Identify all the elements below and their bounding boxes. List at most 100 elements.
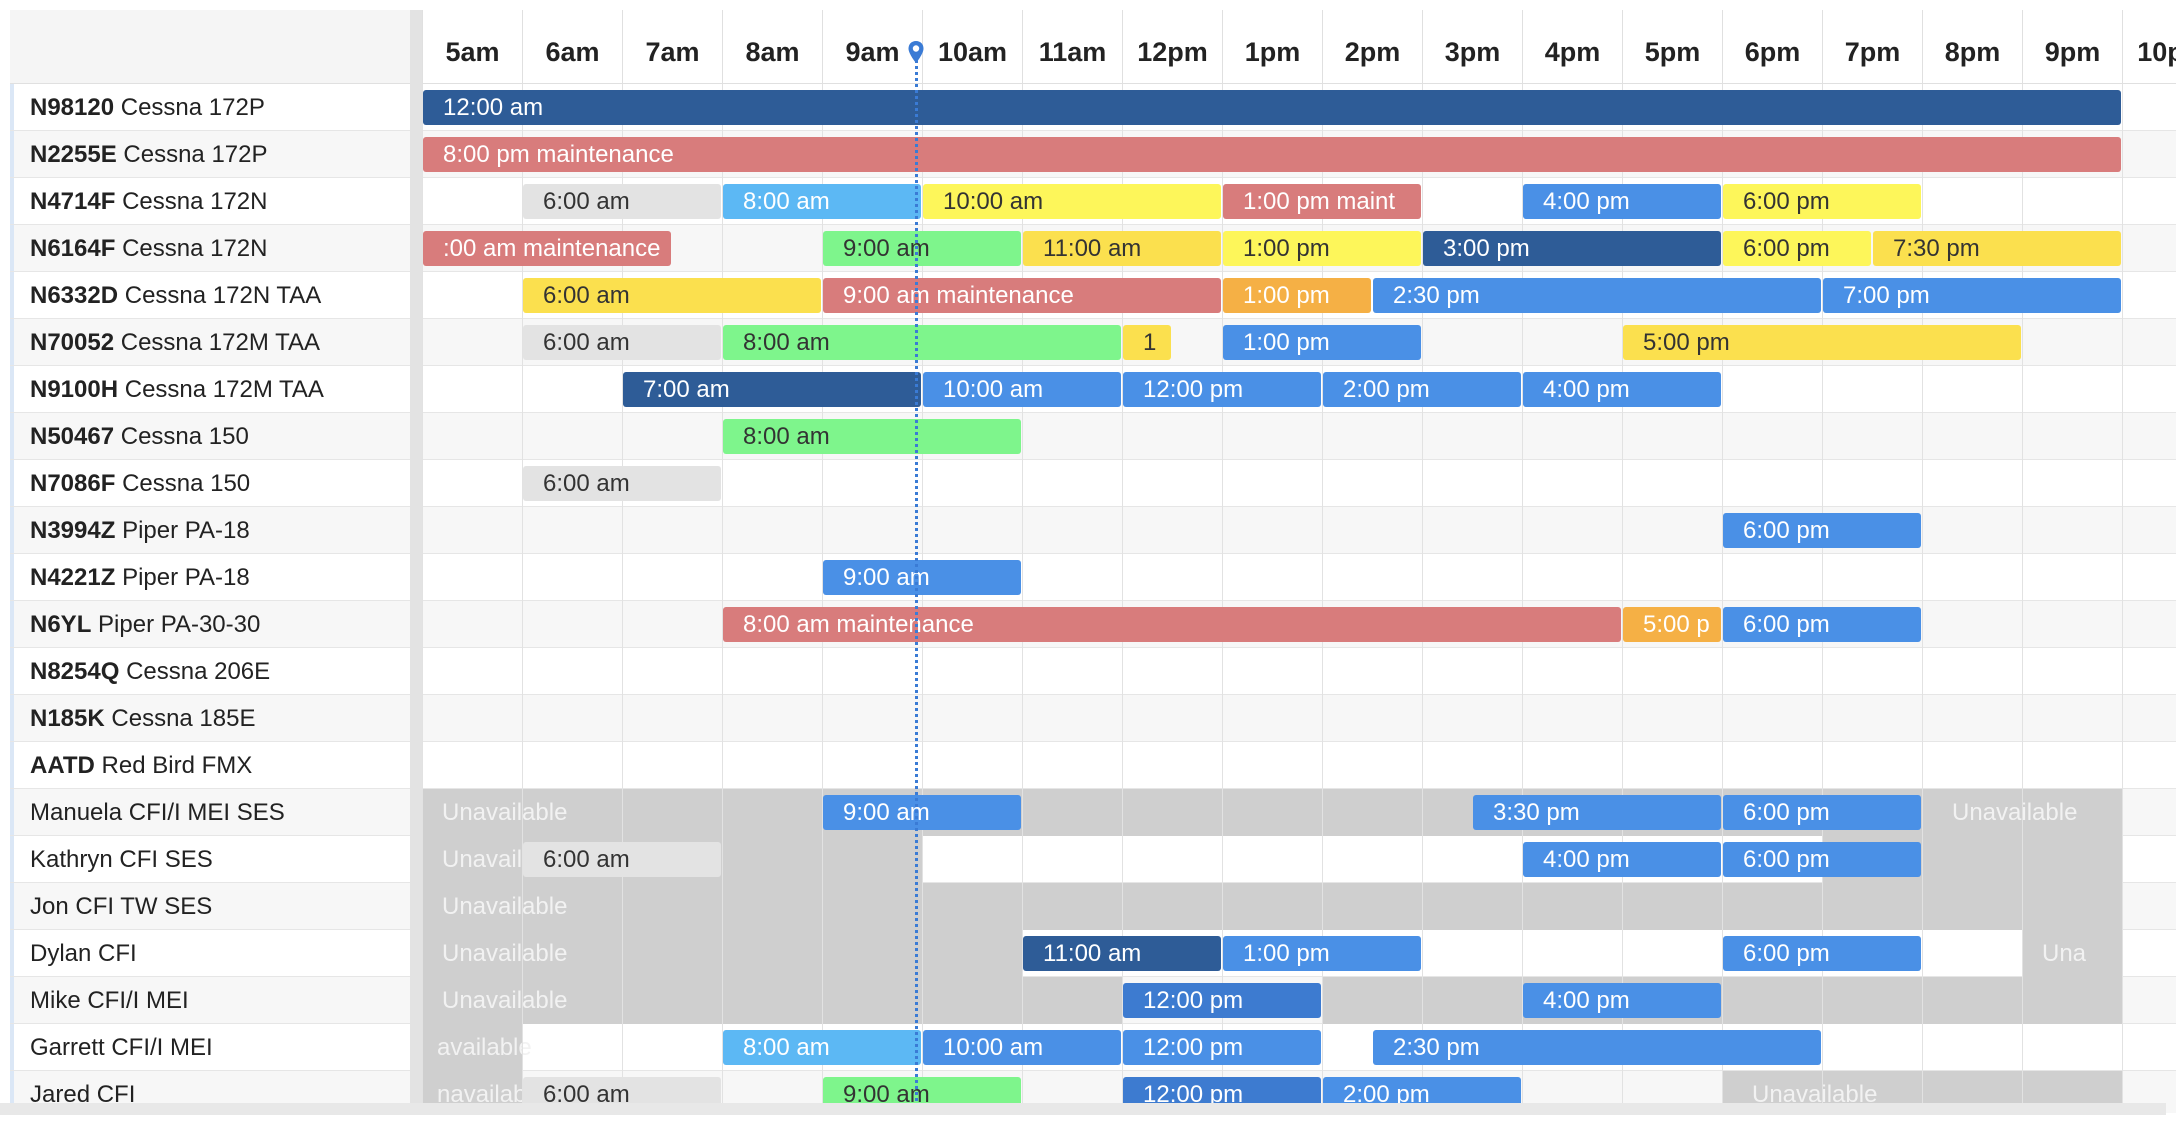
booking-event[interactable]: 1:00 pm bbox=[1223, 936, 1421, 971]
hour-label: 5am bbox=[422, 10, 522, 84]
booking-event[interactable]: 1:00 pm bbox=[1223, 231, 1421, 266]
booking-event[interactable]: 4:00 pm bbox=[1523, 842, 1721, 877]
booking-event[interactable]: 6:00 am bbox=[523, 325, 721, 360]
booking-event[interactable]: 12:00 pm bbox=[1123, 983, 1321, 1018]
booking-event[interactable]: 6:00 pm bbox=[1723, 842, 1921, 877]
booking-event[interactable]: 6:00 pm bbox=[1723, 231, 1871, 266]
booking-event[interactable]: 5:00 pm bbox=[1623, 325, 2021, 360]
booking-event[interactable]: 8:00 am bbox=[723, 184, 921, 219]
booking-event[interactable]: 10:00 am bbox=[923, 184, 1221, 219]
grid-row[interactable] bbox=[422, 413, 2176, 460]
booking-event[interactable]: 11:00 am bbox=[1023, 936, 1221, 971]
resource-row[interactable]: N8254Q Cessna 206E bbox=[10, 648, 410, 695]
row-indicator bbox=[10, 413, 14, 459]
resource-row[interactable]: Dylan CFI bbox=[10, 930, 410, 977]
booking-event[interactable]: 8:00 am bbox=[723, 1030, 921, 1065]
booking-event[interactable]: 2:30 pm bbox=[1373, 1030, 1821, 1065]
booking-event[interactable]: 12:00 pm bbox=[1123, 372, 1321, 407]
booking-event[interactable]: 2:30 pm bbox=[1373, 278, 1821, 313]
resource-code: N2255E bbox=[30, 141, 117, 168]
booking-event[interactable]: 3:30 pm bbox=[1473, 795, 1721, 830]
booking-event[interactable]: 6:00 pm bbox=[1723, 607, 1921, 642]
booking-event[interactable]: 7:00 am bbox=[623, 372, 921, 407]
booking-event[interactable]: 10:00 am bbox=[923, 372, 1121, 407]
booking-event[interactable]: 8:00 am bbox=[723, 419, 1021, 454]
booking-event[interactable]: 12:00 pm bbox=[1123, 1030, 1321, 1065]
row-indicator bbox=[10, 554, 14, 600]
resource-row[interactable]: N98120 Cessna 172P bbox=[10, 84, 410, 131]
resource-row[interactable]: Garrett CFI/I MEI bbox=[10, 1024, 410, 1071]
booking-event[interactable]: 1:00 pm bbox=[1223, 278, 1371, 313]
booking-event[interactable]: 7:00 pm bbox=[1823, 278, 2121, 313]
booking-event[interactable]: 9:00 am bbox=[823, 560, 1021, 595]
booking-event[interactable]: :00 am maintenance bbox=[423, 231, 671, 266]
resource-row[interactable]: Kathryn CFI SES bbox=[10, 836, 410, 883]
resource-code: N3994Z bbox=[30, 517, 116, 544]
booking-event[interactable]: 9:00 am bbox=[823, 795, 1021, 830]
booking-event[interactable]: 1:00 pm bbox=[1223, 325, 1421, 360]
booking-event[interactable]: 3:00 pm bbox=[1423, 231, 1721, 266]
column-splitter[interactable] bbox=[410, 10, 422, 1113]
resource-row[interactable]: Jon CFI TW SES bbox=[10, 883, 410, 930]
grid-row[interactable] bbox=[422, 695, 2176, 742]
resource-row[interactable]: Mike CFI/I MEI bbox=[10, 977, 410, 1024]
resource-name: Piper PA-30-30 bbox=[98, 611, 261, 638]
row-indicator bbox=[10, 742, 14, 788]
booking-event[interactable]: 6:00 am bbox=[523, 184, 721, 219]
grid-row[interactable] bbox=[422, 648, 2176, 695]
grid-row[interactable] bbox=[422, 554, 2176, 601]
booking-event[interactable]: 7:30 pm bbox=[1873, 231, 2121, 266]
horizontal-scrollbar[interactable] bbox=[0, 1103, 2166, 1115]
resource-code: N6332D bbox=[30, 282, 119, 309]
resource-row[interactable]: N70052 Cessna 172M TAA bbox=[10, 319, 410, 366]
booking-event[interactable]: 10:00 am bbox=[923, 1030, 1121, 1065]
booking-event[interactable]: 4:00 pm bbox=[1523, 184, 1721, 219]
booking-event[interactable]: 9:00 am bbox=[823, 231, 1021, 266]
resource-row[interactable]: N2255E Cessna 172P bbox=[10, 131, 410, 178]
resource-row[interactable]: N6332D Cessna 172N TAA bbox=[10, 272, 410, 319]
booking-event[interactable]: 6:00 pm bbox=[1723, 795, 1921, 830]
resource-row[interactable]: N9100H Cessna 172M TAA bbox=[10, 366, 410, 413]
grid-row[interactable] bbox=[422, 742, 2176, 789]
booking-event[interactable]: 1:00 pm maint bbox=[1223, 184, 1421, 219]
booking-event[interactable]: 4:00 pm bbox=[1523, 372, 1721, 407]
resource-row[interactable]: N6YL Piper PA-30-30 bbox=[10, 601, 410, 648]
hour-label: 8pm bbox=[1922, 10, 2022, 84]
resource-row[interactable]: AATD Red Bird FMX bbox=[10, 742, 410, 789]
resource-row[interactable]: N7086F Cessna 150 bbox=[10, 460, 410, 507]
booking-event[interactable]: 8:00 am bbox=[723, 325, 1121, 360]
unavailable-block bbox=[422, 883, 2122, 930]
resource-name: Cessna 172M TAA bbox=[120, 329, 320, 356]
booking-event[interactable]: 6:00 pm bbox=[1723, 513, 1921, 548]
booking-event[interactable]: 12:00 am bbox=[423, 90, 2121, 125]
resource-name: Dylan CFI bbox=[30, 940, 137, 967]
resource-row[interactable]: N4714F Cessna 172N bbox=[10, 178, 410, 225]
resource-name: Piper PA-18 bbox=[122, 517, 250, 544]
booking-event[interactable]: 8:00 am maintenance bbox=[723, 607, 1621, 642]
resource-row[interactable]: N50467 Cessna 150 bbox=[10, 413, 410, 460]
booking-event[interactable]: 6:00 am bbox=[523, 278, 821, 313]
booking-event[interactable]: 4:00 pm bbox=[1523, 983, 1721, 1018]
resource-row[interactable]: N6164F Cessna 172N bbox=[10, 225, 410, 272]
booking-event[interactable]: 6:00 am bbox=[523, 466, 721, 501]
unavailable-label: Unavailable bbox=[1952, 799, 2078, 826]
resource-code: N50467 bbox=[30, 423, 115, 450]
hour-gridline bbox=[1722, 84, 1723, 1113]
unavailable-block bbox=[422, 1024, 522, 1071]
booking-event[interactable]: 6:00 pm bbox=[1723, 184, 1921, 219]
resource-name: Cessna 185E bbox=[111, 705, 256, 732]
resource-row[interactable]: N4221Z Piper PA-18 bbox=[10, 554, 410, 601]
schedule-grid[interactable]: Unavailable Unavailable Unavail Unavailable… bbox=[422, 84, 2176, 1113]
booking-event[interactable]: 1 bbox=[1123, 325, 1171, 360]
resource-row[interactable]: Manuela CFI/I MEI SES bbox=[10, 789, 410, 836]
booking-event[interactable]: 9:00 am maintenance bbox=[823, 278, 1221, 313]
booking-event[interactable]: 5:00 p bbox=[1623, 607, 1721, 642]
booking-event[interactable]: 6:00 pm bbox=[1723, 936, 1921, 971]
booking-event[interactable]: 2:00 pm bbox=[1323, 372, 1521, 407]
booking-event[interactable]: 6:00 am bbox=[523, 842, 721, 877]
booking-event[interactable]: 8:00 pm maintenance bbox=[423, 137, 2121, 172]
resource-row[interactable]: N185K Cessna 185E bbox=[10, 695, 410, 742]
hour-label: 6am bbox=[522, 10, 622, 84]
resource-row[interactable]: N3994Z Piper PA-18 bbox=[10, 507, 410, 554]
booking-event[interactable]: 11:00 am bbox=[1023, 231, 1221, 266]
